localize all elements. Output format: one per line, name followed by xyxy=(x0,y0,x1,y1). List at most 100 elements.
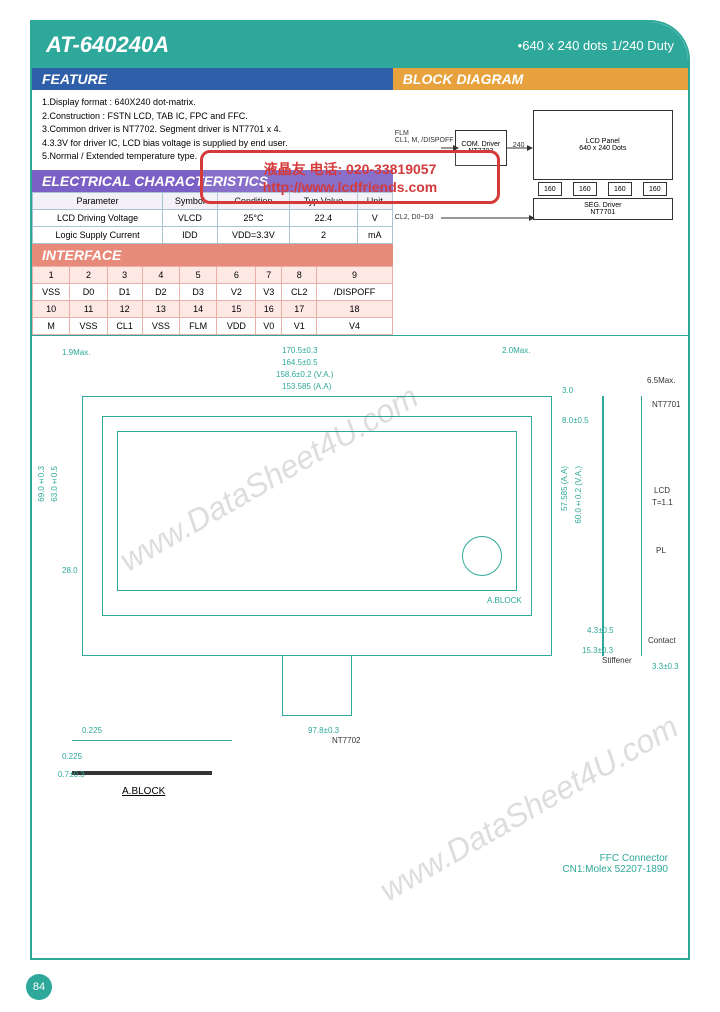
feature-item: 2.Construction : FSTN LCD, TAB IC, FPC a… xyxy=(42,110,383,124)
feature-item: 1.Display format : 640X240 dot-matrix. xyxy=(42,96,383,110)
if-cell: 12 xyxy=(107,300,142,317)
detail-bottom xyxy=(72,771,212,775)
interface-header: INTERFACE xyxy=(32,244,393,266)
if-cell: 8 xyxy=(282,266,317,283)
if-cell: 18 xyxy=(317,300,393,317)
ec-cell: 2 xyxy=(290,226,358,243)
if-cell: 7 xyxy=(256,266,282,283)
spec-subtitle: •640 x 240 dots 1/240 Duty xyxy=(518,38,674,53)
dim-label: 0.225 xyxy=(82,726,102,735)
if-cell: CL2 xyxy=(282,283,317,300)
if-cell: 16 xyxy=(256,300,282,317)
dim-label: 63.0±0.5 xyxy=(50,466,59,502)
if-cell: D3 xyxy=(180,283,217,300)
dim-label: Contact xyxy=(648,636,676,645)
dim-label: 57.585 (A.A) xyxy=(560,466,569,511)
if-cell: V2 xyxy=(217,283,256,300)
title-bar: AT-640240A •640 x 240 dots 1/240 Duty xyxy=(32,22,688,68)
stamp-line2: http://www.lcdfriends.com xyxy=(213,179,487,195)
if-cell: V4 xyxy=(317,317,393,334)
if-cell: 9 xyxy=(317,266,393,283)
dim-label: A.BLOCK xyxy=(487,596,522,605)
detail-line xyxy=(72,740,232,741)
dim-label: Stiffener xyxy=(602,656,632,665)
if-cell: D2 xyxy=(142,283,179,300)
dim-label: 153.585 (A.A) xyxy=(282,382,331,391)
if-cell: VSS xyxy=(33,283,70,300)
dim-label: 170.5±0.3 xyxy=(282,346,318,355)
if-cell: FLM xyxy=(180,317,217,334)
dim-label: 28.0 xyxy=(62,566,78,575)
ec-th: Parameter xyxy=(33,192,163,209)
dim-label: 97.8±0.3 xyxy=(308,726,339,735)
dim-label: NT7701 xyxy=(652,400,680,409)
dim-label: 69.0±0.3 xyxy=(37,466,46,502)
dim-label: 0.7±0.3 xyxy=(58,770,85,779)
if-cell: M xyxy=(33,317,70,334)
dim-label: 15.3±0.3 xyxy=(582,646,613,655)
feature-header: FEATURE xyxy=(32,68,393,90)
dim-label: 6.5Max. xyxy=(647,376,675,385)
mech-va-rect xyxy=(117,431,517,591)
if-cell: 14 xyxy=(180,300,217,317)
watermark-stamp: 液晶友 电话: 020-33819057 http://www.lcdfrien… xyxy=(200,150,500,204)
ffc-connector-label: FFC ConnectorCN1:Molex 52207-1890 xyxy=(562,853,668,875)
if-cell: D1 xyxy=(107,283,142,300)
ec-cell: 25°C xyxy=(217,209,289,226)
if-cell: CL1 xyxy=(107,317,142,334)
if-cell: 2 xyxy=(70,266,107,283)
mech-ffc-tab xyxy=(282,656,352,716)
ec-cell: VDD=3.3V xyxy=(217,226,289,243)
if-cell: 17 xyxy=(282,300,317,317)
if-cell: VSS xyxy=(142,317,179,334)
interface-table: 1 2 3 4 5 6 7 8 9 VSS D0 D1 D2 D3 V2 xyxy=(32,266,393,335)
if-cell: 5 xyxy=(180,266,217,283)
if-cell: V1 xyxy=(282,317,317,334)
ec-cell: Logic Supply Current xyxy=(33,226,163,243)
dim-label: 60.0±0.2 (V.A.) xyxy=(574,466,583,524)
ec-cell: mA xyxy=(357,226,392,243)
ec-cell: V xyxy=(357,209,392,226)
if-cell: 6 xyxy=(217,266,256,283)
if-cell: 10 xyxy=(33,300,70,317)
dim-label: 0.225 xyxy=(62,752,82,761)
dim-label: NT7702 xyxy=(332,736,360,745)
feature-item: 3.Common driver is NT7702. Segment drive… xyxy=(42,123,383,137)
block-diagram-header: BLOCK DIAGRAM xyxy=(393,68,688,90)
a-block-detail: 0.225 0.225 0.7±0.3 A.BLOCK xyxy=(72,726,252,796)
ec-cell: 22.4 xyxy=(290,209,358,226)
dim-label: 8.0±0.5 xyxy=(562,416,589,425)
ec-cell: LCD Driving Voltage xyxy=(33,209,163,226)
dim-label: 3.0 xyxy=(562,386,573,395)
ec-cell: VLCD xyxy=(163,209,218,226)
if-cell: 4 xyxy=(142,266,179,283)
if-cell: 15 xyxy=(217,300,256,317)
a-block-label: A.BLOCK xyxy=(122,786,165,797)
mech-side-view xyxy=(602,396,642,656)
if-cell: 1 xyxy=(33,266,70,283)
dim-label: 4.3±0.5 xyxy=(587,626,614,635)
dim-label: 158.6±0.2 (V.A.) xyxy=(276,370,333,379)
if-cell: 13 xyxy=(142,300,179,317)
feature-item: 4.3.3V for driver IC, LCD bias voltage i… xyxy=(42,137,383,151)
mechanical-drawing: 1.9Max. 170.5±0.3 164.5±0.5 158.6±0.2 (V… xyxy=(32,335,688,895)
dim-label: T=1.1 xyxy=(652,498,673,507)
if-cell: V0 xyxy=(256,317,282,334)
stamp-line1: 液晶友 电话: 020-33819057 xyxy=(213,159,487,179)
if-cell: D0 xyxy=(70,283,107,300)
if-cell: V3 xyxy=(256,283,282,300)
part-number: AT-640240A xyxy=(46,32,169,58)
dim-label: 2.0Max. xyxy=(502,346,530,355)
if-cell: 11 xyxy=(70,300,107,317)
dim-label: 3.3±0.3 xyxy=(652,662,679,671)
dim-label: LCD xyxy=(654,486,670,495)
if-cell: 3 xyxy=(107,266,142,283)
dim-label: 164.5±0.5 xyxy=(282,358,318,367)
circle-detail-icon xyxy=(462,536,502,576)
if-cell: VDD xyxy=(217,317,256,334)
page-number-badge: 84 xyxy=(26,974,52,1000)
ec-cell: IDD xyxy=(163,226,218,243)
if-cell: VSS xyxy=(70,317,107,334)
if-cell: /DISPOFF xyxy=(317,283,393,300)
dim-label: 1.9Max. xyxy=(62,348,90,357)
